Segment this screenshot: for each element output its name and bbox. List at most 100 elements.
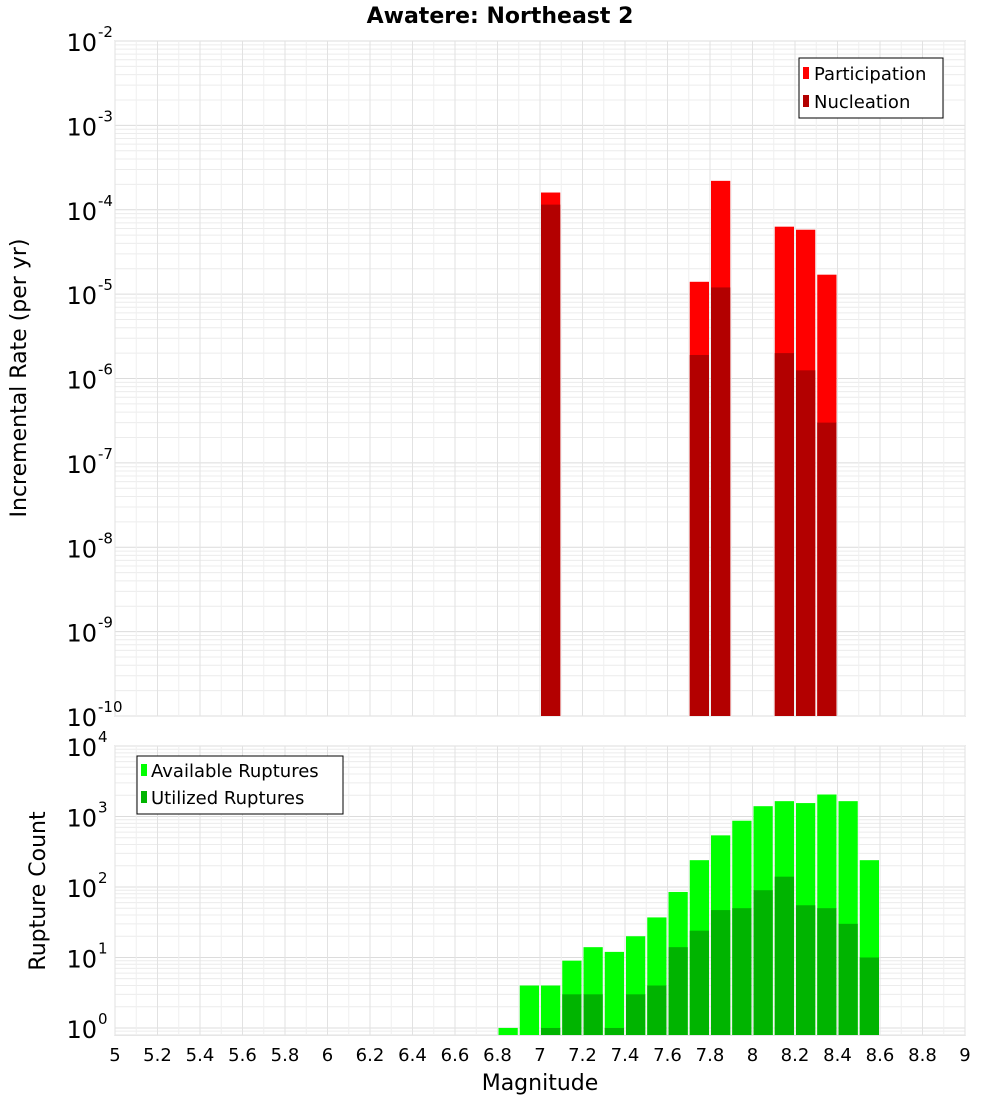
bottom-bar-available-ruptures [498,1027,518,1035]
bottom-bar-utilized-ruptures [796,905,816,1035]
bottom-bar-utilized-ruptures [562,994,582,1035]
x-tick-label: 9 [959,1045,970,1066]
bottom-bar-available-ruptures [604,951,624,1035]
bottom-bar-utilized-ruptures [668,947,688,1035]
top-ytick-exponent: -6 [98,361,113,379]
top-ytick-exponent: -8 [98,529,113,547]
bottom-bar-utilized-ruptures [732,908,752,1035]
top-legend-box [798,57,944,119]
x-tick-label: 8.2 [781,1045,810,1066]
x-tick-label: 7.6 [653,1045,682,1066]
bottom-ytick-label: 10 [66,804,97,832]
bottom-ytick-label: 10 [66,1016,97,1044]
bottom-bar-available-ruptures [541,985,561,1035]
top-ytick-label: 10 [66,113,97,141]
bottom-ytick-label: 10 [66,875,97,903]
x-tick-label: 5.2 [143,1045,172,1066]
top-bar-nucleation [541,204,561,717]
x-tick-label: 5.6 [228,1045,257,1066]
x-tick-label: 8.4 [823,1045,852,1066]
bottom-ytick-exponent: 0 [98,1010,108,1028]
bottom-bar-utilized-ruptures [583,994,603,1035]
top-bar-nucleation [774,353,794,716]
top-ytick-label: 10 [66,535,97,563]
x-ticks: 5 5.2 5.4 5.6 5.8 6 6.2 6.4 6.6 6.8 7 7.2 7.4 7.6 7.8 8… [109,1045,970,1066]
top-ytick-exponent: -9 [98,614,113,632]
legend-swatch-available [141,764,147,776]
x-tick-label: 7.8 [696,1045,725,1066]
top-ytick-label: 10 [66,451,97,479]
x-tick-label: 5.4 [186,1045,215,1066]
bottom-bar-utilized-ruptures [774,876,794,1035]
x-tick-label: 6.2 [356,1045,385,1066]
x-tick-label: 8.8 [908,1045,937,1066]
bottom-ytick-label: 10 [66,734,97,762]
top-bar-nucleation [689,354,709,716]
x-tick-label: 6.6 [441,1045,470,1066]
bottom-bar-utilized-ruptures [626,994,646,1035]
top-ytick-exponent: -2 [98,23,113,41]
bottom-ytick-exponent: 2 [98,869,108,887]
top-bar-nucleation [817,422,837,716]
legend-swatch-utilized [141,791,147,803]
top-ytick-label: 10 [66,29,97,57]
top-ytick-label: 10 [66,367,97,395]
x-tick-label: 5 [109,1045,120,1066]
bottom-bars [498,794,879,1035]
top-ylabel: Incremental Rate (per yr) [7,239,32,518]
bottom-ytick-exponent: 4 [98,728,108,746]
x-tick-label: 8.6 [866,1045,895,1066]
x-tick-label: 6 [322,1045,333,1066]
top-grid [114,40,966,717]
bottom-bar-utilized-ruptures [689,930,709,1035]
top-ytick-exponent: -7 [98,445,113,463]
bottom-bar-utilized-ruptures [817,908,837,1035]
top-bar-nucleation [711,287,731,716]
bottom-bar-utilized-ruptures [647,985,667,1035]
bottom-ytick-exponent: 3 [98,798,108,816]
legend-label-participation: Participation [814,64,926,85]
bottom-bar-utilized-ruptures [541,1027,561,1035]
top-ytick-exponent: -10 [98,698,123,716]
bottom-bar-utilized-ruptures [711,910,731,1035]
top-ytick-label: 10 [66,198,97,226]
bottom-legend: Available Ruptures Utilized Ruptures [136,755,344,815]
legend-swatch-nucleation [803,95,809,107]
x-tick-label: 7.2 [568,1045,597,1066]
top-bars [541,180,837,717]
x-tick-label: 7.4 [611,1045,640,1066]
legend-label-nucleation: Nucleation [814,92,910,113]
bottom-bar-utilized-ruptures [838,923,858,1035]
legend-label-utilized: Utilized Ruptures [151,788,304,809]
x-tick-label: 8 [747,1045,758,1066]
bottom-bar-utilized-ruptures [753,890,773,1035]
top-legend: Participation Nucleation [798,57,944,119]
legend-swatch-participation [803,67,809,79]
top-bar-nucleation [796,370,816,716]
bottom-bar-available-ruptures [519,985,539,1035]
x-axis-label: Magnitude [482,1071,599,1096]
top-ytick-exponent: -4 [98,192,113,210]
legend-label-available: Available Ruptures [151,761,319,782]
x-tick-label: 7 [534,1045,545,1066]
top-ytick-label: 10 [66,620,97,648]
bottom-bar-utilized-ruptures [859,957,879,1035]
x-tick-label: 5.8 [271,1045,300,1066]
bottom-ytick-exponent: 1 [98,939,108,957]
x-tick-label: 6.4 [398,1045,427,1066]
bottom-ytick-label: 10 [66,945,97,973]
top-ytick-exponent: -3 [98,107,113,125]
bottom-ylabel: Rupture Count [26,811,51,971]
x-tick-label: 6.8 [483,1045,512,1066]
top-ytick-exponent: -5 [98,276,113,294]
top-ytick-label: 10 [66,704,97,732]
top-ytick-label: 10 [66,282,97,310]
bottom-legend-box [136,755,344,815]
bottom-bar-utilized-ruptures [604,1027,624,1035]
chart-title: Awatere: Northeast 2 [367,4,634,29]
